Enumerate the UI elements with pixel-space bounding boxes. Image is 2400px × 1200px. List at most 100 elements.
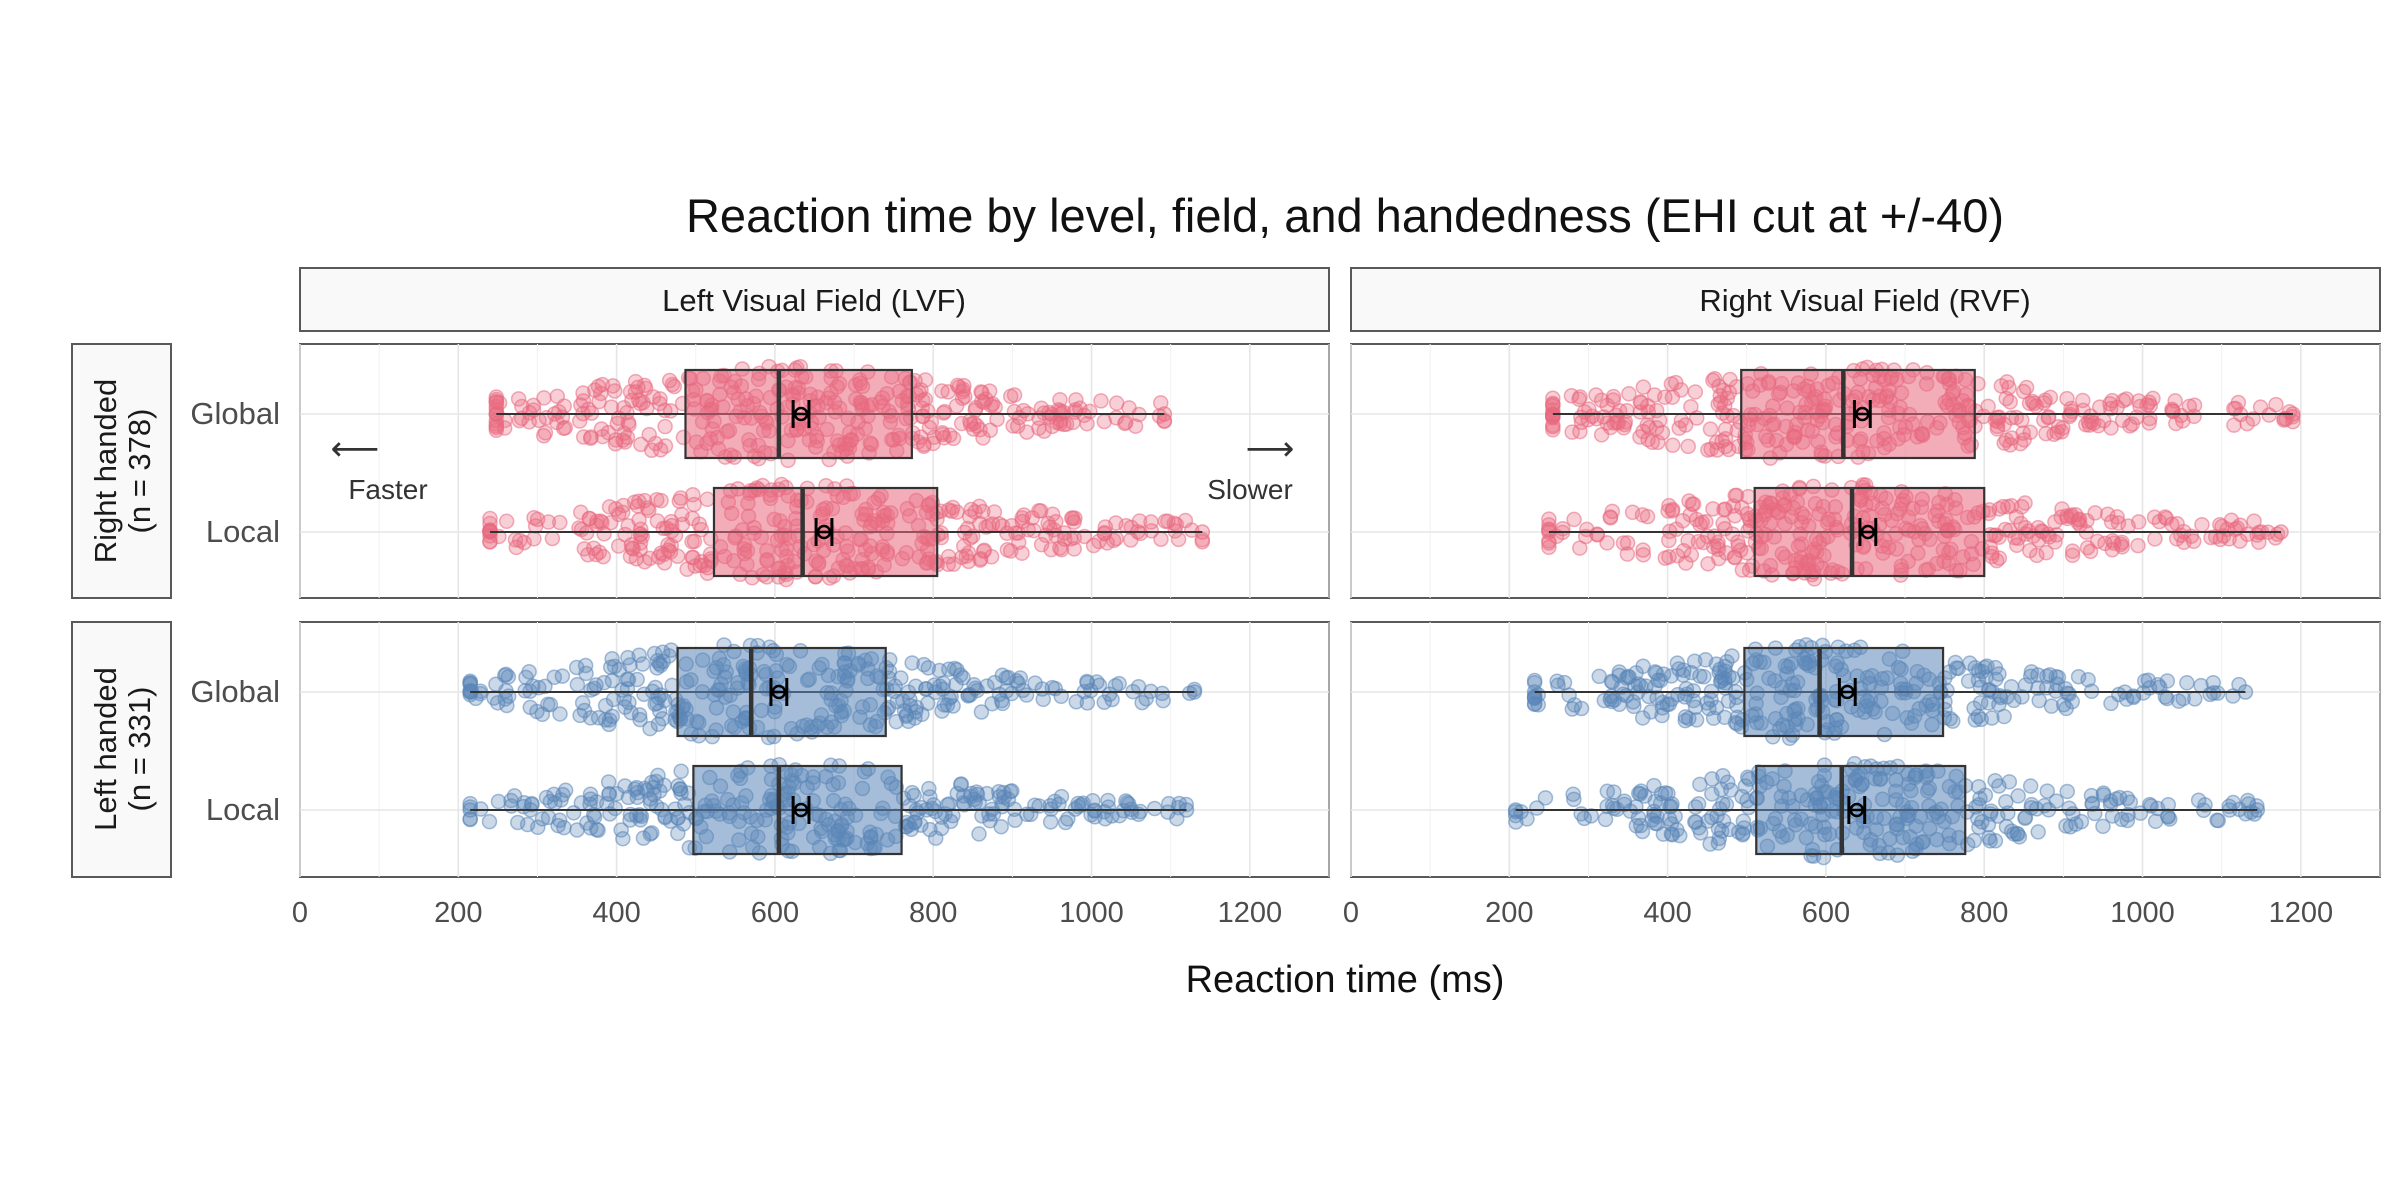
- data-point: [909, 804, 926, 821]
- data-point: [482, 510, 498, 527]
- x-tick-label: 200: [434, 897, 482, 929]
- data-point: [1602, 419, 1619, 436]
- x-tick-label: 200: [1485, 897, 1533, 929]
- data-point: [902, 691, 918, 708]
- data-point: [1730, 534, 1746, 550]
- column-strip-label-lvf: Left Visual Field (LVF): [662, 283, 966, 318]
- data-point: [552, 706, 568, 722]
- data-point: [572, 707, 588, 724]
- data-point: [2022, 778, 2039, 794]
- data-point: [628, 807, 645, 824]
- data-point: [1960, 673, 1977, 689]
- data-point: [904, 655, 920, 671]
- data-point: [1989, 409, 2006, 426]
- data-point: [497, 691, 513, 707]
- data-point: [540, 514, 557, 530]
- data-point: [582, 791, 599, 807]
- data-point: [1978, 669, 1994, 685]
- data-point: [1067, 510, 1083, 526]
- x-axis-title: Reaction time (ms): [1186, 959, 1505, 1001]
- data-point: [601, 786, 617, 803]
- x-tick-label: 600: [1802, 897, 1850, 929]
- data-point: [525, 397, 542, 414]
- data-point: [971, 826, 987, 842]
- data-point: [1991, 529, 2007, 545]
- data-point: [652, 391, 668, 407]
- data-point: [994, 795, 1011, 811]
- data-point: [1664, 827, 1680, 843]
- data-point: [2111, 686, 2127, 703]
- series-right-rvf-local: [1541, 477, 2289, 587]
- data-point: [1118, 518, 1134, 534]
- data-point: [2197, 797, 2213, 813]
- data-point: [981, 383, 998, 399]
- slower-arrow: ⟶: [1246, 429, 1295, 469]
- data-point: [557, 782, 574, 799]
- data-point: [2033, 523, 2050, 539]
- data-point: [617, 699, 633, 715]
- data-point: [2079, 539, 2096, 556]
- data-point: [1169, 810, 1185, 827]
- x-tick-label: 600: [751, 897, 799, 929]
- data-point: [1131, 513, 1148, 529]
- data-point: [631, 512, 647, 528]
- data-point: [1650, 434, 1666, 451]
- data-point: [610, 538, 627, 554]
- data-point: [979, 678, 995, 694]
- data-point: [1700, 556, 1716, 572]
- data-point: [1057, 814, 1074, 831]
- x-tick-label: 800: [1960, 897, 2008, 929]
- data-point: [2119, 812, 2136, 829]
- data-point: [488, 394, 505, 411]
- data-point: [1033, 400, 1050, 416]
- data-point: [962, 788, 979, 805]
- data-point: [577, 657, 594, 674]
- mean-point: [1840, 684, 1855, 700]
- data-point: [1031, 503, 1047, 519]
- data-point: [1696, 668, 1712, 685]
- data-point: [1663, 668, 1680, 684]
- data-point: [1703, 692, 1719, 708]
- row-strip-text-right-line1: Right handed: [88, 379, 123, 563]
- data-point: [481, 813, 498, 830]
- data-point: [540, 696, 556, 713]
- data-point: [2006, 826, 2022, 842]
- row-strip-text-left-line2: (n = 331): [122, 687, 157, 812]
- data-point: [1599, 535, 1615, 551]
- data-point: [1015, 402, 1032, 419]
- data-point: [635, 830, 652, 846]
- data-point: [582, 786, 599, 802]
- data-point: [1675, 543, 1692, 559]
- data-point: [636, 377, 653, 394]
- data-point: [1621, 386, 1637, 402]
- data-point: [1685, 692, 1702, 709]
- data-point: [2095, 787, 2112, 803]
- data-point: [1571, 391, 1587, 407]
- data-point: [1083, 682, 1099, 699]
- data-point: [907, 814, 923, 830]
- data-point: [1702, 836, 1718, 852]
- data-point: [1987, 772, 2003, 789]
- data-point: [1997, 521, 2014, 538]
- data-point: [906, 787, 922, 804]
- data-point: [677, 796, 693, 813]
- data-point: [916, 656, 932, 673]
- data-point: [2104, 808, 2121, 824]
- data-point: [2130, 514, 2147, 530]
- data-point: [643, 442, 660, 458]
- data-point: [554, 409, 571, 426]
- data-point: [941, 502, 957, 518]
- data-point: [634, 656, 651, 672]
- data-point: [1979, 658, 1995, 674]
- data-point: [653, 657, 669, 674]
- data-point: [1678, 555, 1694, 571]
- data-point: [1056, 531, 1073, 547]
- data-point: [1722, 371, 1738, 388]
- data-point: [1619, 535, 1636, 551]
- data-point: [1572, 423, 1588, 440]
- x-tick-label: 1200: [2269, 897, 2334, 929]
- category-label-right-global: Global: [190, 396, 280, 431]
- data-point: [1579, 521, 1595, 538]
- data-point: [620, 649, 636, 666]
- x-tick-label: 800: [909, 897, 957, 929]
